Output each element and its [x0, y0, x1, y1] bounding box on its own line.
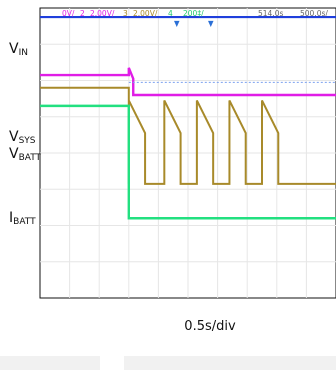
label-vbatt: VBATT — [9, 146, 42, 163]
time-position: 514.0s — [258, 9, 283, 18]
ch1-scale: 0V/ — [62, 9, 75, 18]
label-ibatt: IBATT — [9, 210, 36, 227]
ch3-scale: 2.00V/ — [133, 9, 158, 18]
bottom-strip-right — [124, 356, 336, 370]
ch4-scale: 200‡/ — [183, 9, 204, 18]
traces — [40, 15, 336, 220]
label-vsys: VSYS — [9, 129, 36, 146]
trace-ibatt — [40, 104, 336, 220]
trace-vsys — [40, 67, 336, 97]
ch2-number: 2 — [80, 9, 85, 18]
bottom-strip-left — [0, 356, 100, 370]
ch4-number: 4 — [168, 9, 173, 18]
scope-header: 0V/ 2 2.00V/ 3 2.00V/ 4 200‡/ 514.0s 500… — [62, 9, 328, 18]
trace-vbatt — [40, 86, 336, 185]
trigger-marker: ▼ — [174, 19, 180, 28]
grid — [40, 8, 336, 298]
x-axis-label: 0.5s/div — [184, 319, 236, 334]
ch2-scale: 2.00V/ — [90, 9, 115, 18]
time-scale: 500.0s/ — [300, 9, 328, 18]
label-vin: VIN — [9, 41, 28, 58]
ch3-number: 3 — [123, 9, 128, 18]
time-reference-marker: ▼ — [208, 19, 214, 28]
